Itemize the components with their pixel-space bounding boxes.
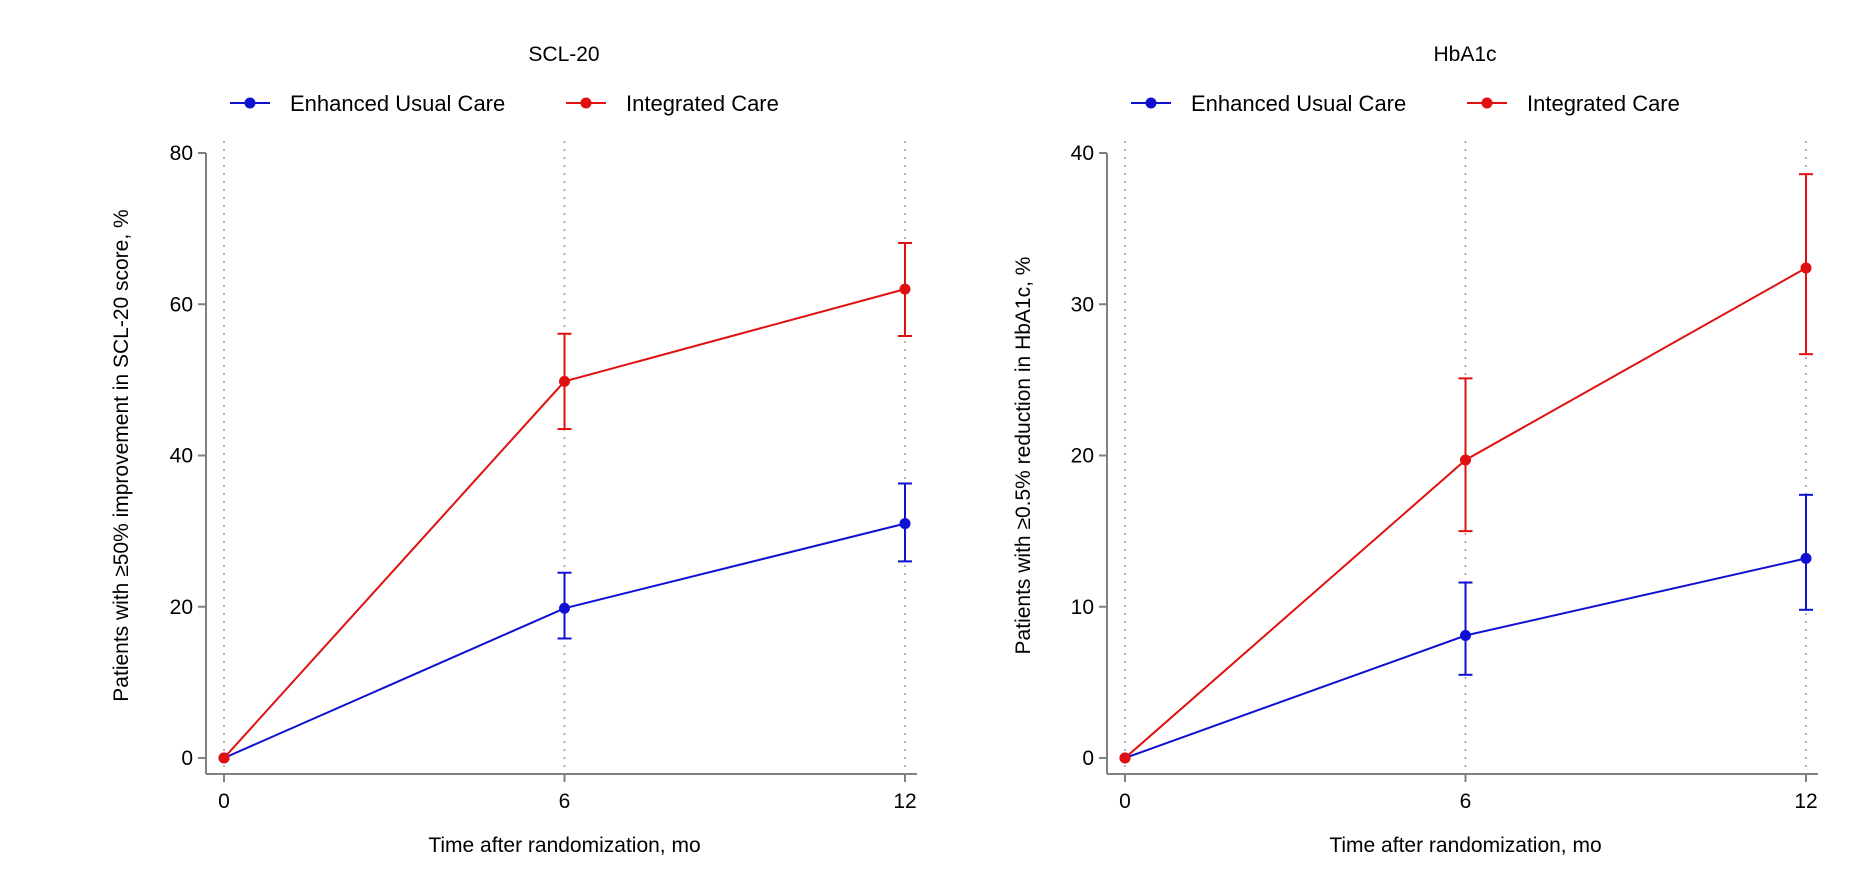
x-tick-label: 12: [893, 790, 916, 813]
legend-item-1: Enhanced Usual Care: [230, 91, 505, 116]
panel-title: SCL-20: [528, 43, 599, 66]
y-tick-label: 0: [1082, 747, 1094, 770]
y-tick-label: 80: [170, 142, 193, 165]
x-tick-label: 12: [1794, 790, 1817, 813]
legend-label: Enhanced Usual Care: [290, 91, 505, 116]
y-tick-label: 40: [1071, 142, 1094, 165]
data-point: [1119, 752, 1131, 764]
chart-panel-1: SCL-20 Enhanced Usual Care Integrated Care…: [110, 43, 917, 857]
legend-label: Integrated Care: [1527, 91, 1680, 116]
legend-swatch-marker: [1481, 97, 1493, 109]
x-tick-label: 0: [1119, 790, 1131, 813]
data-point: [559, 375, 570, 387]
data-point: [899, 283, 911, 295]
y-tick-label: 10: [1071, 596, 1094, 619]
data-point: [899, 518, 911, 530]
panel-title: HbA1c: [1433, 43, 1496, 66]
chart-panel-2: HbA1c Enhanced Usual Care Integrated Care 0…: [1012, 43, 1818, 857]
x-axis-label: Time after randomization, mo: [428, 834, 700, 857]
y-tick-label: 30: [1071, 293, 1094, 316]
data-point: [1800, 262, 1812, 274]
x-tick-label: 6: [559, 790, 571, 813]
legend-swatch-marker: [244, 97, 256, 109]
error-bar: [1458, 581, 1473, 676]
legend-item-2: Integrated Care: [566, 91, 779, 116]
x-axis-label: Time after randomization, mo: [1329, 834, 1601, 857]
legend-swatch-marker: [1145, 97, 1157, 109]
y-tick-label: 60: [170, 293, 193, 316]
legend-item-1: Enhanced Usual Care: [1131, 91, 1406, 116]
legend-swatch-marker: [580, 97, 592, 109]
y-axis-label: Patients with ≥50% improvement in SCL-20…: [110, 209, 133, 701]
error-bar: [1799, 493, 1813, 611]
data-point: [559, 602, 570, 614]
y-tick-label: 20: [1071, 445, 1094, 468]
legend-label: Enhanced Usual Care: [1191, 91, 1406, 116]
series-2: [218, 241, 912, 764]
series-2: [1119, 173, 1813, 764]
data-point: [1800, 552, 1812, 564]
data-point: [1460, 629, 1471, 641]
y-tick-label: 0: [181, 747, 193, 770]
legend-item-2: Integrated Care: [1467, 91, 1680, 116]
y-axis-label: Patients with ≥0.5% reduction in HbA1c, …: [1012, 257, 1035, 655]
y-tick-label: 20: [170, 596, 193, 619]
x-tick-label: 6: [1460, 790, 1472, 813]
data-point: [1460, 454, 1471, 466]
data-point: [218, 752, 230, 764]
series-1: [1119, 493, 1813, 764]
y-tick-label: 40: [170, 445, 193, 468]
legend-label: Integrated Care: [626, 91, 779, 116]
x-tick-label: 0: [218, 790, 230, 813]
